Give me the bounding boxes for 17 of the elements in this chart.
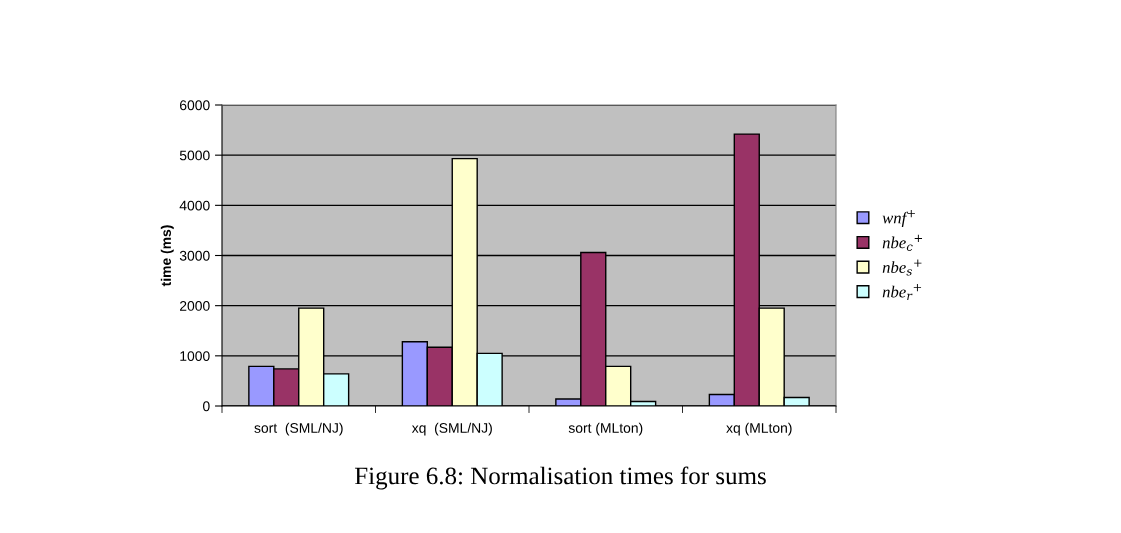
x-tick-label: xq (SML/NJ) bbox=[411, 422, 492, 436]
y-tick-label: 6000 bbox=[180, 100, 210, 111]
legend-label: wnf$^{+}$ bbox=[882, 210, 915, 227]
y-tick-label: 5000 bbox=[179, 150, 210, 161]
y-tick-label: 2000 bbox=[180, 301, 210, 311]
text: Figure 6.8: Normalisation times for sums bbox=[354, 466, 766, 490]
legend-label: nbe$_{s}$$^{+}$ bbox=[882, 259, 922, 276]
y-tick-label: 1000 bbox=[180, 351, 210, 361]
x-tick-label: sort (MLton) bbox=[568, 422, 643, 436]
x-tick-label: xq (MLton) bbox=[726, 422, 792, 436]
y-axis-title: time (ms) bbox=[160, 225, 174, 287]
y-tick-label: 3000 bbox=[179, 250, 210, 261]
x-tick-label: sort (SML/NJ) bbox=[254, 422, 343, 436]
y-tick-label: 0 bbox=[203, 401, 210, 412]
legend-label: nbe$_{r}$$^{+}$ bbox=[882, 283, 922, 300]
y-tick-label: 4000 bbox=[179, 200, 210, 211]
legend-label: nbe$_{c}$$^{+}$ bbox=[882, 234, 923, 251]
